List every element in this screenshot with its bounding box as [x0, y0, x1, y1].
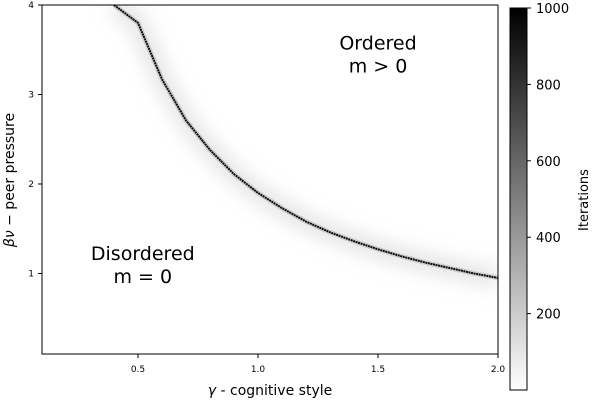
y-axis-label: βν − peer pressure	[2, 113, 18, 248]
region-annotations: Ordered m > 0 Disordered m = 0	[91, 33, 417, 288]
y-tick-label: 3	[28, 90, 34, 100]
annotation-disordered: Disordered m = 0	[91, 243, 195, 288]
plot-frame	[41, 4, 499, 355]
colorbar-tick-label: 400	[536, 231, 561, 246]
x-axis-symbol: γ	[208, 383, 217, 399]
y-tick-label: 2	[28, 180, 34, 190]
annotation-disordered-line: Disordered	[91, 243, 195, 265]
x-axis-label: γ - cognitive style	[208, 383, 332, 399]
critical-curve-line	[113, 5, 498, 279]
y-axis-symbol: βν	[2, 230, 18, 248]
x-axis-ticks: 0.5 1.0 1.5 2.0	[131, 354, 506, 375]
x-axis-text: - cognitive style	[216, 383, 332, 399]
x-tick-label: 2.0	[491, 365, 506, 375]
x-tick-label: 1.5	[371, 365, 385, 375]
colorbar-gradient	[509, 7, 528, 391]
annotation-disordered-line: m = 0	[113, 266, 172, 288]
colorbar-tick-label: 800	[536, 78, 561, 93]
y-axis-text: − peer pressure	[2, 113, 18, 230]
annotation-ordered: Ordered m > 0	[339, 33, 416, 78]
plot-background	[42, 5, 498, 354]
colorbar: 200 400 600 800 1000 Iterations	[509, 2, 592, 391]
colorbar-ticks: 200 400 600 800 1000	[527, 2, 569, 323]
plot-area: 0.5 1.0 1.5 2.0 1 2 3 4 Ordered m > 0 Disordered…	[28, 1, 505, 375]
colorbar-tick-label: 600	[536, 155, 561, 170]
y-tick-label: 4	[28, 1, 34, 11]
annotation-ordered-line: Ordered	[339, 33, 416, 55]
colorbar-label: Iterations	[577, 169, 592, 231]
x-tick-label: 0.5	[131, 365, 145, 375]
y-axis-ticks: 1 2 3 4	[28, 1, 42, 279]
x-tick-label: 1.0	[251, 365, 266, 375]
colorbar-tick-label: 200	[536, 308, 561, 323]
colorbar-tick-label: 1000	[536, 2, 569, 17]
y-tick-label: 1	[28, 269, 34, 279]
annotation-ordered-line: m > 0	[349, 56, 408, 78]
